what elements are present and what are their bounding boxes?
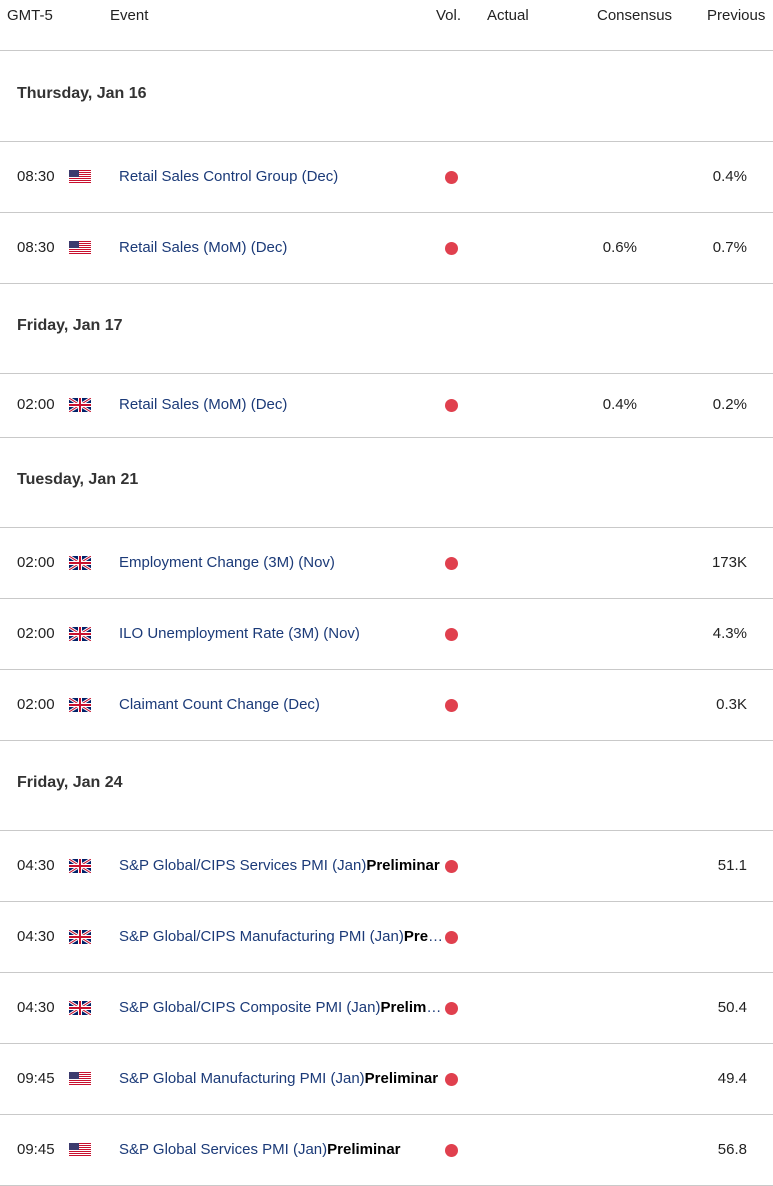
us-flag-icon — [69, 241, 91, 255]
volatility-dot-icon — [445, 628, 458, 641]
day-label: Tuesday, Jan 21 — [17, 471, 139, 488]
event-name-link[interactable]: Retail Sales (MoM) (Dec) — [119, 239, 287, 256]
timezone-header[interactable]: GMT-5 — [7, 7, 53, 24]
consensus-value: 0.6% — [602, 239, 637, 256]
day-label: Friday, Jan 24 — [17, 774, 123, 791]
event-name-link[interactable]: S&P Global/CIPS Services PMI (Jan)Prelim… — [119, 857, 440, 874]
table-header: GMT-5 Event Vol. Actual Consensus Previo… — [0, 0, 773, 51]
event-time: 02:00 — [17, 396, 55, 413]
day-header: Tuesday, Jan 21 — [0, 437, 773, 528]
event-name-link[interactable]: ILO Unemployment Rate (3M) (Nov) — [119, 625, 360, 642]
event-row[interactable]: 09:45 S&P Global Services PMI (Jan)Prelim… — [0, 1114, 773, 1186]
volatility-dot-icon — [445, 699, 458, 712]
uk-flag-icon — [68, 999, 92, 1017]
event-row[interactable]: 08:30 Retail Sales (MoM) (Dec) 0.6% 0.7% — [0, 212, 773, 284]
event-row[interactable]: 02:00 Employment Change (3M) (Nov) 173K — [0, 527, 773, 599]
event-name: Employment Change (3M) (Nov) — [119, 554, 335, 571]
previous-value: 49.4 — [717, 1070, 747, 1087]
event-name: Retail Sales (MoM) (Dec) — [119, 396, 288, 413]
previous-value: 173K — [711, 554, 747, 571]
volatility-dot-icon — [445, 399, 458, 412]
event-name-link[interactable]: S&P Global Manufacturing PMI (Jan)Prelim… — [119, 1070, 438, 1087]
event-row[interactable]: 04:30 S&P Global/CIPS Services PMI (Jan)P… — [0, 830, 773, 902]
consensus-header: Consensus — [597, 7, 673, 24]
uk-flag-icon — [68, 696, 92, 714]
uk-flag-icon — [68, 928, 92, 946]
event-row[interactable]: 02:00 Claimant Count Change (Dec) 0.3K — [0, 669, 773, 741]
event-name-link[interactable]: S&P Global/CIPS Manufacturing PMI (Jan)P… — [119, 928, 445, 945]
uk-flag-icon — [68, 857, 92, 875]
event-time: 08:30 — [17, 239, 55, 256]
event-name: S&P Global/CIPS Services PMI (Jan) — [119, 857, 367, 874]
event-time: 02:00 — [17, 696, 55, 713]
event-name: Retail Sales (MoM) (Dec) — [119, 239, 288, 256]
event-time: 09:45 — [17, 1141, 55, 1158]
event-name-link[interactable]: Retail Sales Control Group (Dec) — [119, 168, 338, 185]
event-time: 04:30 — [17, 857, 55, 874]
volatility-dot-icon — [445, 860, 458, 873]
us-flag-icon — [69, 1143, 91, 1157]
event-time: 02:00 — [17, 554, 55, 571]
previous-value: 4.3% — [712, 625, 747, 642]
event-header: Event — [110, 7, 149, 24]
event-name: ILO Unemployment Rate (3M) (Nov) — [119, 625, 360, 642]
event-row[interactable]: 02:00 ILO Unemployment Rate (3M) (Nov) 4.3… — [0, 598, 773, 670]
event-name-link[interactable]: Retail Sales (MoM) (Dec) — [119, 396, 287, 413]
event-time: 08:30 — [17, 168, 55, 185]
previous-value: 0.2% — [712, 396, 747, 413]
event-name: Claimant Count Change (Dec) — [119, 696, 320, 713]
event-name: S&P Global Manufacturing PMI (Jan) — [119, 1070, 365, 1087]
event-name: Retail Sales Control Group (Dec) — [119, 168, 339, 185]
volatility-dot-icon — [445, 1002, 458, 1015]
day-label: Thursday, Jan 16 — [17, 85, 147, 102]
event-row[interactable]: 09:45 S&P Global Manufacturing PMI (Jan)P… — [0, 1043, 773, 1115]
event-time: 09:45 — [17, 1070, 55, 1087]
previous-value: 0.4% — [712, 168, 747, 185]
day-header: Thursday, Jan 16 — [0, 51, 773, 142]
volatility-dot-icon — [445, 557, 458, 570]
previous-value: 50.4 — [717, 999, 747, 1016]
volatility-dot-icon — [445, 171, 458, 184]
event-name-link[interactable]: Employment Change (3M) (Nov) — [119, 554, 335, 571]
event-row[interactable]: 04:30 S&P Global/CIPS Manufacturing PMI (… — [0, 901, 773, 973]
previous-value: 56.8 — [717, 1141, 747, 1158]
previous-header: Previous — [707, 7, 766, 24]
event-row[interactable]: 04:30 S&P Global/CIPS Composite PMI (Jan)… — [0, 972, 773, 1044]
previous-value: 0.3K — [716, 696, 747, 713]
day-header: Friday, Jan 24 — [0, 740, 773, 831]
previous-value: 51.1 — [717, 857, 747, 874]
day-header: Friday, Jan 17 — [0, 283, 773, 374]
event-time: 04:30 — [17, 928, 55, 945]
event-name-link[interactable]: S&P Global/CIPS Composite PMI (Jan)Preli… — [119, 999, 445, 1016]
uk-flag-icon — [68, 396, 92, 414]
us-flag-icon — [69, 1072, 91, 1086]
event-tag: Preliminar — [327, 1141, 401, 1158]
consensus-value: 0.4% — [602, 396, 637, 413]
event-name-link[interactable]: S&P Global Services PMI (Jan)Preliminar — [119, 1141, 401, 1158]
actual-header: Actual — [487, 7, 529, 24]
event-tag: Preliminar — [366, 857, 440, 874]
event-tag: Preliminar — [364, 1070, 439, 1087]
event-tag: Preliminar — [403, 928, 445, 945]
volatility-dot-icon — [445, 242, 458, 255]
uk-flag-icon — [68, 625, 92, 643]
volatility-dot-icon — [445, 1144, 458, 1157]
event-row[interactable]: 02:00 Retail Sales (MoM) (Dec) 0.4% 0.2% — [0, 373, 773, 438]
event-time: 04:30 — [17, 999, 55, 1016]
previous-value: 0.7% — [712, 239, 747, 256]
uk-flag-icon — [68, 554, 92, 572]
us-flag-icon — [69, 170, 91, 184]
volatility-dot-icon — [445, 931, 458, 944]
event-row[interactable]: 08:30 Retail Sales Control Group (Dec) 0.4… — [0, 141, 773, 213]
day-label: Friday, Jan 17 — [17, 317, 123, 334]
event-name: S&P Global/CIPS Composite PMI (Jan) — [119, 999, 381, 1016]
event-time: 02:00 — [17, 625, 55, 642]
vol-header: Vol. — [436, 7, 462, 24]
volatility-dot-icon — [445, 1073, 458, 1086]
event-name-link[interactable]: Claimant Count Change (Dec) — [119, 696, 320, 713]
event-tag: Preliminar — [380, 999, 446, 1016]
event-name: S&P Global Services PMI (Jan) — [119, 1141, 328, 1158]
event-name: S&P Global/CIPS Manufacturing PMI (Jan) — [119, 928, 404, 945]
